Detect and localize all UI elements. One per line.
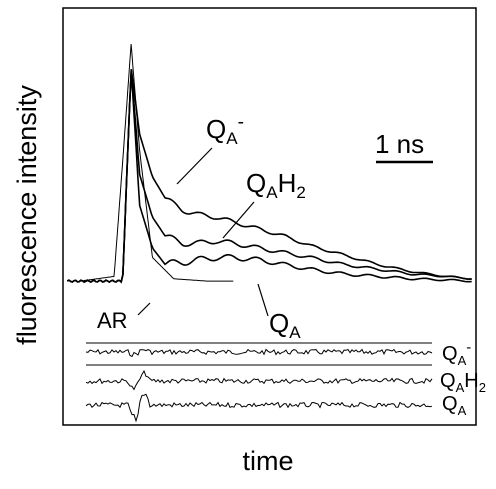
label-ar: AR	[97, 308, 128, 333]
residual-trace-1	[85, 348, 433, 358]
residual-trace-2	[85, 369, 433, 391]
leader-ar	[137, 302, 151, 316]
x-axis-label: time	[242, 446, 293, 476]
scale-bar-label: 1 ns	[375, 129, 424, 159]
trace-qa	[66, 70, 472, 284]
traces-group	[66, 43, 472, 284]
trace-qa-	[66, 68, 472, 284]
y-axis-label: fluorescence intensity	[12, 85, 42, 345]
leader-qa-minus	[176, 147, 213, 185]
label-qa-minus: QA-	[206, 112, 244, 148]
leader-qa	[257, 283, 269, 317]
residual-trace-3	[85, 393, 433, 423]
leader-qah2	[222, 201, 255, 239]
trace-ar	[80, 43, 234, 282]
svg-text:QA-: QA-	[206, 112, 244, 148]
residuals-group	[85, 342, 433, 423]
